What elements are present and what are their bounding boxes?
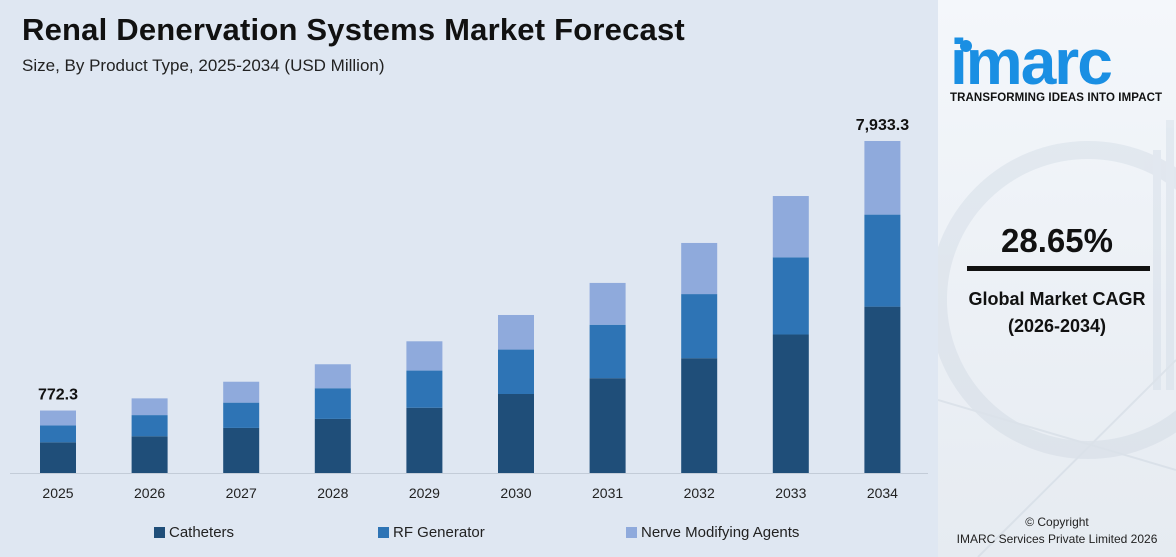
legend-label-catheters: Catheters	[169, 524, 235, 541]
bar-segment-2026-rf-generator	[131, 415, 168, 437]
cagr-label-line1: Global Market CAGR	[968, 289, 1146, 309]
x-tick-label-2032: 2032	[684, 485, 715, 501]
bar-segment-2032-nerve-modifying-agents	[681, 242, 718, 295]
bar-segment-2025-nerve-modifying-agents	[40, 410, 76, 426]
brand-tagline: TRANSFORMING IDEAS INTO IMPACT	[950, 92, 1163, 104]
bar-segment-2028-rf-generator	[314, 388, 351, 419]
legend-label-nerve-modifying-agents: Nerve Modifying Agents	[641, 524, 800, 541]
bar-segment-2026-nerve-modifying-agents	[131, 398, 168, 416]
cagr-label: Global Market CAGR (2026-2034)	[938, 286, 1176, 340]
bar-segment-2027-catheters	[223, 427, 260, 473]
bar-segment-2034-nerve-modifying-agents	[864, 141, 901, 215]
copyright-line2: IMARC Services Private Limited 2026	[956, 532, 1158, 546]
chart-subtitle: Size, By Product Type, 2025-2034 (USD Mi…	[22, 56, 385, 75]
imarc-logo: imarc	[950, 28, 1113, 88]
chart-title: Renal Denervation Systems Market Forecas…	[22, 12, 685, 47]
bar-segment-2032-catheters	[681, 358, 718, 473]
x-tick-label-2033: 2033	[775, 485, 806, 501]
bar-segment-2033-rf-generator	[772, 257, 809, 335]
x-tick-label-2025: 2025	[42, 485, 73, 501]
legend-swatch-catheters	[154, 527, 165, 538]
bar-segment-2027-rf-generator	[223, 402, 260, 428]
bar-segment-2029-rf-generator	[406, 370, 443, 408]
bar-segment-2034-rf-generator	[864, 214, 901, 307]
background-decoration	[938, 120, 1176, 557]
bar-segment-2029-nerve-modifying-agents	[406, 341, 443, 371]
x-tick-label-2029: 2029	[409, 485, 440, 501]
legend-swatch-nerve-modifying-agents	[626, 527, 637, 538]
bar-segment-2028-nerve-modifying-agents	[314, 364, 351, 389]
legend-swatch-rf-generator	[378, 527, 389, 538]
bar-segment-2031-catheters	[589, 378, 626, 473]
x-tick-label-2027: 2027	[226, 485, 257, 501]
legend-label-rf-generator: RF Generator	[393, 524, 485, 541]
cagr-divider	[967, 266, 1150, 271]
bar-segment-2034-catheters	[864, 306, 901, 473]
legend-item-catheters: Catheters	[154, 524, 234, 541]
bar-segment-2026-catheters	[131, 436, 168, 473]
bar-segment-2033-catheters	[772, 334, 809, 473]
bar-segment-2032-rf-generator	[681, 294, 718, 359]
bar-segment-2030-rf-generator	[498, 349, 534, 394]
legend-item-nerve-modifying-agents: Nerve Modifying Agents	[626, 524, 799, 541]
x-tick-label-2034: 2034	[867, 485, 898, 501]
bar-segment-2030-catheters	[498, 393, 534, 473]
bar-segment-2028-catheters	[314, 418, 351, 473]
bar-segment-2025-catheters	[40, 442, 76, 473]
copyright-line1: © Copyright	[1025, 515, 1089, 529]
cagr-value: 28.65%	[1001, 222, 1113, 259]
x-tick-label-2030: 2030	[500, 485, 531, 501]
sidebar-panel: imarc TRANSFORMING IDEAS INTO IMPACT 28.…	[938, 0, 1176, 557]
cagr-label-line2: (2026-2034)	[1007, 316, 1107, 336]
bar-segment-2031-rf-generator	[589, 324, 626, 379]
bar-segment-2029-catheters	[406, 407, 443, 473]
bar-segment-2027-nerve-modifying-agents	[223, 381, 260, 403]
x-tick-label-2028: 2028	[317, 485, 348, 501]
bar-segment-2033-nerve-modifying-agents	[772, 196, 809, 258]
legend-item-rf-generator: RF Generator	[378, 524, 485, 541]
chart-panel: Renal Denervation Systems Market Forecas…	[0, 12, 938, 544]
bar-segment-2030-nerve-modifying-agents	[498, 314, 534, 350]
x-tick-label-2026: 2026	[134, 485, 165, 501]
chart-plot: 2025 772.3 2026 2027 2028 2029 2030 2031 2032 203…	[10, 117, 928, 501]
data-label-2025: 772.3	[38, 387, 78, 404]
copyright: © Copyright IMARC Services Private Limit…	[938, 514, 1176, 548]
brand-wordmark: imarc	[950, 28, 1111, 88]
chart-legend: Catheters RF Generator Nerve Modifying A…	[0, 524, 938, 544]
bar-segment-2025-rf-generator	[40, 425, 76, 443]
data-label-2034: 7,933.3	[856, 117, 909, 134]
x-tick-label-2031: 2031	[592, 485, 623, 501]
bar-segment-2031-nerve-modifying-agents	[589, 282, 626, 325]
